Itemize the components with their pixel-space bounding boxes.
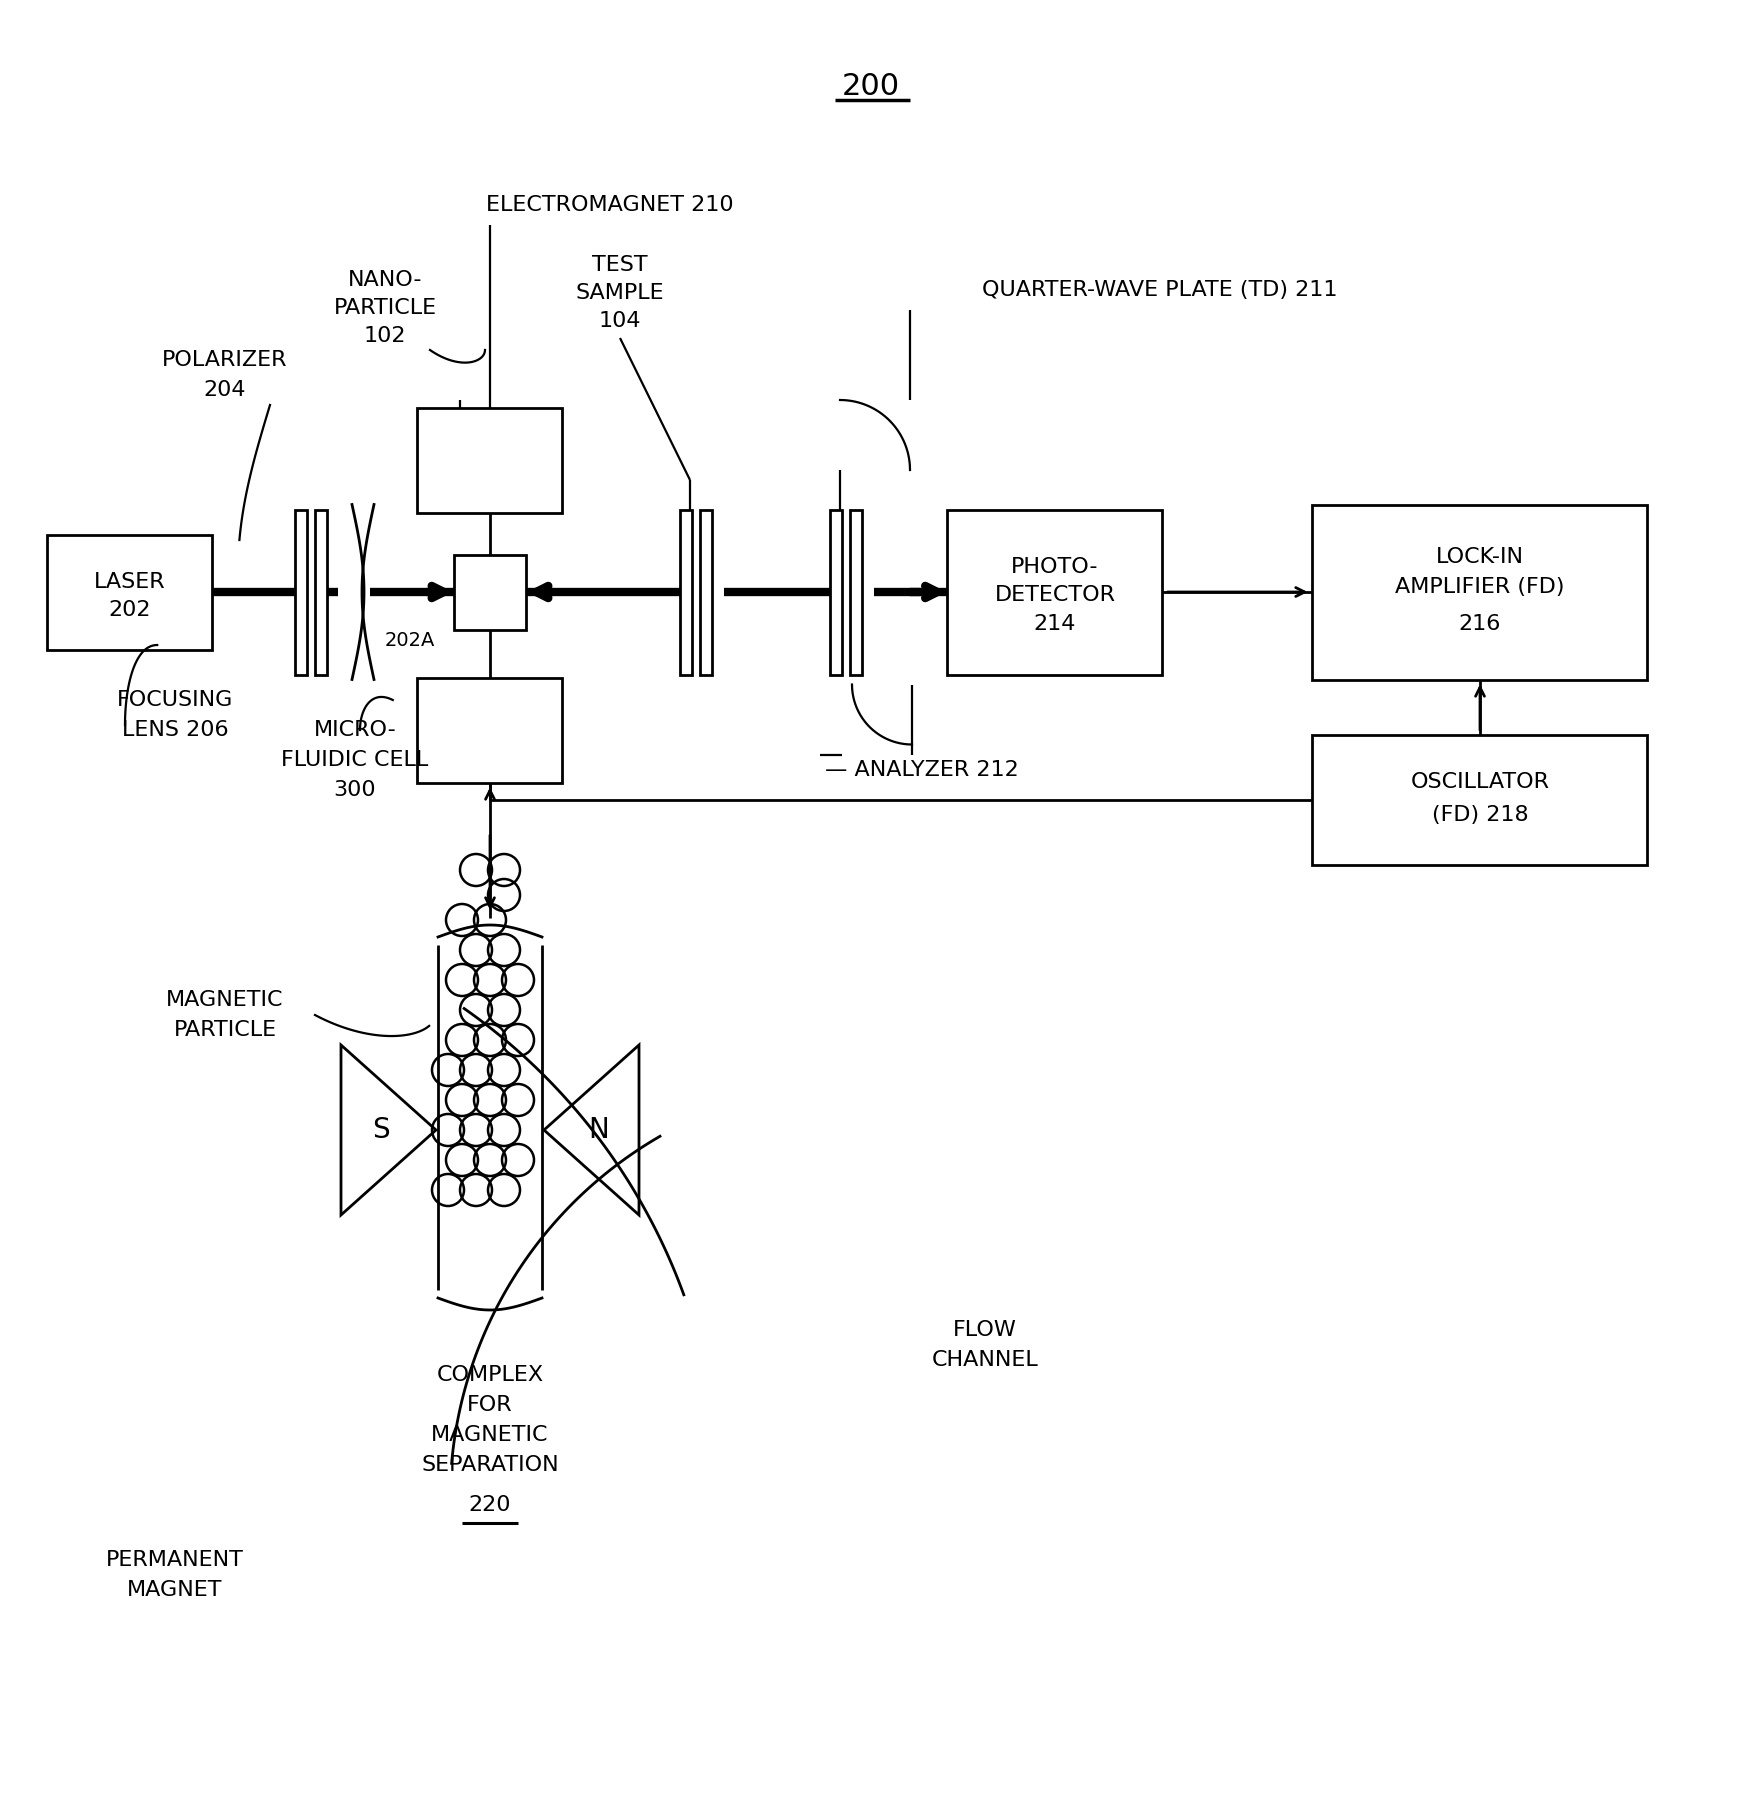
Bar xyxy=(47,534,213,649)
Bar xyxy=(701,509,711,674)
Text: QUARTER-WAVE PLATE (TD) 211: QUARTER-WAVE PLATE (TD) 211 xyxy=(983,280,1337,300)
Text: S: S xyxy=(371,1117,390,1144)
Text: ELECTROMAGNET 210: ELECTROMAGNET 210 xyxy=(486,194,734,216)
Text: COMPLEX: COMPLEX xyxy=(436,1365,544,1384)
Text: PARTICLE: PARTICLE xyxy=(333,298,436,318)
Text: N: N xyxy=(589,1117,610,1144)
Text: LOCK-IN: LOCK-IN xyxy=(1436,547,1523,566)
Text: 220: 220 xyxy=(469,1494,511,1516)
Text: LENS 206: LENS 206 xyxy=(122,719,228,741)
Bar xyxy=(830,509,842,674)
Polygon shape xyxy=(342,1045,436,1215)
Text: 300: 300 xyxy=(333,780,376,800)
Text: 204: 204 xyxy=(204,379,246,399)
Text: TEST: TEST xyxy=(593,255,648,275)
Text: MAGNETIC: MAGNETIC xyxy=(166,991,284,1010)
Bar xyxy=(295,509,307,674)
Text: NANO-: NANO- xyxy=(349,270,422,289)
Text: POLARIZER: POLARIZER xyxy=(162,351,288,370)
Text: MAGNET: MAGNET xyxy=(127,1580,223,1600)
Text: OSCILLATOR: OSCILLATOR xyxy=(1410,771,1550,791)
Text: MAGNETIC: MAGNETIC xyxy=(431,1426,549,1446)
Text: LASER: LASER xyxy=(94,572,166,592)
Text: FLOW: FLOW xyxy=(953,1320,1016,1340)
Text: — ANALYZER 212: — ANALYZER 212 xyxy=(824,761,1018,780)
Text: CHANNEL: CHANNEL xyxy=(931,1350,1039,1370)
Text: 214: 214 xyxy=(1034,613,1075,635)
Bar xyxy=(948,509,1163,674)
Polygon shape xyxy=(544,1045,640,1215)
Text: PERMANENT: PERMANENT xyxy=(106,1550,244,1570)
Text: 202: 202 xyxy=(108,601,152,620)
Bar xyxy=(453,554,526,629)
Text: FOR: FOR xyxy=(467,1395,512,1415)
Text: PHOTO-: PHOTO- xyxy=(1011,557,1098,577)
Text: 200: 200 xyxy=(842,72,899,101)
Bar xyxy=(418,408,563,512)
Bar xyxy=(1312,735,1647,865)
Text: 104: 104 xyxy=(600,311,641,331)
Bar xyxy=(851,509,863,674)
Text: PARTICLE: PARTICLE xyxy=(174,1019,277,1039)
Text: 216: 216 xyxy=(1459,613,1501,635)
Text: SAMPLE: SAMPLE xyxy=(575,282,664,304)
Bar xyxy=(1312,505,1647,680)
Text: 102: 102 xyxy=(364,325,406,345)
Bar xyxy=(315,509,328,674)
Bar xyxy=(680,509,692,674)
Text: SEPARATION: SEPARATION xyxy=(422,1455,560,1474)
Text: AMPLIFIER (FD): AMPLIFIER (FD) xyxy=(1394,577,1565,597)
Text: 202A: 202A xyxy=(385,631,436,649)
Bar xyxy=(418,678,563,782)
Text: MICRO-: MICRO- xyxy=(314,719,396,741)
Text: (FD) 218: (FD) 218 xyxy=(1431,806,1529,825)
Text: FOCUSING: FOCUSING xyxy=(117,690,234,710)
Text: DETECTOR: DETECTOR xyxy=(995,584,1116,604)
Text: FLUIDIC CELL: FLUIDIC CELL xyxy=(281,750,429,770)
